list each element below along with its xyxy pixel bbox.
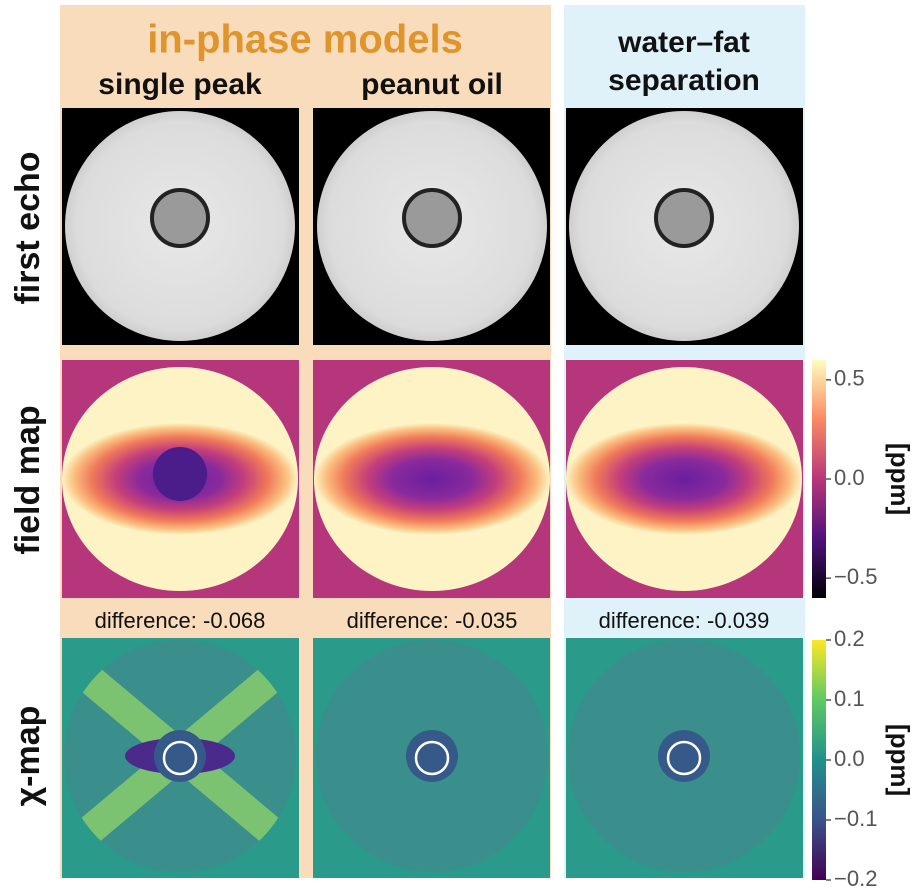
row-label: first echo — [9, 151, 47, 304]
field-disk — [566, 367, 802, 591]
image-panels — [47, 108, 803, 878]
echo-insert — [656, 190, 712, 246]
figure: in-phase models single peak peanut oil w… — [0, 0, 915, 892]
echo-insert — [152, 190, 208, 246]
tick-label: −0.1 — [834, 806, 877, 831]
colorbar-label: [ppm] — [885, 443, 915, 515]
row-label: χ-map — [9, 706, 47, 807]
field-insert — [153, 447, 207, 501]
colorbar — [812, 640, 826, 880]
tick-label: −0.5 — [834, 564, 877, 589]
tick-label: 0.0 — [834, 746, 865, 771]
colorbar — [812, 360, 826, 598]
tick-label: 0.1 — [834, 686, 865, 711]
field-disk — [314, 367, 550, 591]
tick-label: 0.2 — [834, 626, 865, 651]
column-title: water–fat — [617, 26, 750, 59]
tick-label: −0.2 — [834, 866, 877, 891]
tick-label: 0.0 — [834, 465, 865, 490]
group-title: in-phase models — [147, 18, 463, 62]
difference-label: difference: -0.039 — [599, 608, 770, 633]
column-title: single peak — [98, 68, 262, 101]
difference-label: difference: -0.035 — [347, 608, 518, 633]
colorbar-label: [ppm] — [885, 724, 915, 796]
difference-label: difference: -0.068 — [95, 608, 266, 633]
column-title: separation — [608, 64, 760, 97]
echo-insert — [404, 190, 460, 246]
row-label: field map — [9, 405, 47, 554]
tick-label: 0.5 — [834, 366, 865, 391]
column-title: peanut oil — [361, 68, 503, 101]
